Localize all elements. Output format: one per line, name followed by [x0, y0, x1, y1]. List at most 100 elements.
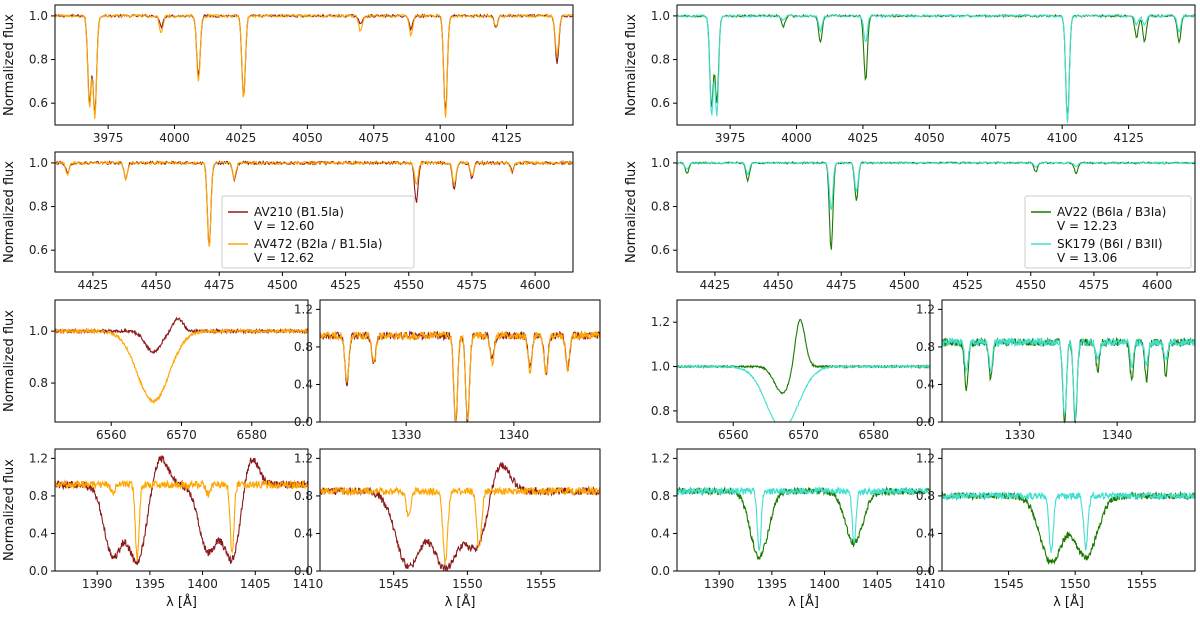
spectrum-av210-L3a: [54, 316, 309, 354]
axes-frame-L3a: [54, 299, 309, 423]
x-tick-label-L3a: 6570: [166, 428, 197, 442]
x-tick-label-L1: 4000: [159, 131, 190, 145]
x-tick-label-L4b: 1545: [378, 577, 409, 591]
y-tick-label-L2: 0.8: [29, 200, 48, 214]
y-tick-label-L3b: 0.0: [294, 415, 313, 429]
x-tick-label-L3a: 6580: [237, 428, 268, 442]
x-tick-label-R3b: 1340: [1102, 428, 1133, 442]
panel-L3b: 1330 1340 0.0 0.4 0.8 1.2: [294, 299, 601, 442]
x-tick-label-L4a: 1390: [82, 577, 113, 591]
x-tick-label-R1: 4075: [980, 131, 1011, 145]
x-tick-label-R2: 4575: [1079, 278, 1110, 292]
y-tick-label-L1: 0.8: [29, 53, 48, 67]
y-tick-label-R1: 1.0: [651, 9, 670, 23]
panel-L4b: 1545 1550 1555 0.0 0.4 0.8 1.2 λ [Å]: [294, 448, 601, 610]
y-axis-label-L4a: Normalized flux: [2, 459, 17, 561]
panel-L3a: 6560 6570 6580 0.8 1.0 Normalized flux: [2, 299, 309, 442]
x-axis-label-L4a: λ [Å]: [166, 594, 197, 610]
y-tick-label-L4b: 1.2: [294, 451, 313, 465]
y-axis-label-R2: Normalized flux: [624, 161, 639, 263]
x-tick-label-R3b: 1330: [1005, 428, 1036, 442]
axes-frame-L4b: [319, 448, 601, 572]
y-tick-label-R4a: 1.2: [651, 451, 670, 465]
y-tick-label-L3a: 0.8: [29, 376, 48, 390]
panel-L4a: 1390 1395 1400 1405 14100.00.40.81.2Normaliz…: [2, 448, 323, 610]
x-tick-label-R1: 4125: [1113, 131, 1144, 145]
y-tick-label-R2: 0.8: [651, 200, 670, 214]
x-tick-label-L4a: 1405: [240, 577, 271, 591]
x-tick-label-R3a: 6570: [788, 428, 819, 442]
y-tick-label-L3b: 1.2: [294, 302, 313, 316]
panel-R4b: 1545 1550 1555 0.0 0.4 0.8 1.2 λ [Å]: [916, 448, 1196, 610]
legend-right-box: [1024, 195, 1192, 269]
spectrum-sk179-R1: [676, 13, 1196, 123]
y-tick-label-L4b: 0.8: [294, 489, 313, 503]
x-tick-label-L2: 4425: [78, 278, 109, 292]
x-tick-label-L2: 4525: [330, 278, 361, 292]
x-tick-label-L4b: 1550: [452, 577, 483, 591]
x-tick-label-L1: 4025: [226, 131, 257, 145]
legend-mag-sk179: V = 13.06: [1057, 251, 1117, 265]
y-tick-label-R3b: 1.2: [916, 302, 935, 316]
y-tick-label-L2: 1.0: [29, 156, 48, 170]
x-tick-label-R2: 4500: [889, 278, 920, 292]
panel-R3b: 1330 1340 0.0 0.4 0.8 1.2: [916, 299, 1196, 442]
axes-frame-R4b: [941, 448, 1196, 572]
spectrum-sk179-R3a: [676, 364, 931, 423]
x-tick-label-L3a: 6560: [96, 428, 127, 442]
x-tick-label-L2: 4450: [141, 278, 172, 292]
y-tick-label-L4a: 0.4: [29, 526, 48, 540]
x-tick-label-L3b: 1340: [499, 428, 530, 442]
y-tick-label-R3b: 0.8: [916, 340, 935, 354]
y-tick-label-R4b: 0.4: [916, 526, 935, 540]
x-tick-label-L1: 4075: [358, 131, 389, 145]
x-tick-label-R2: 4450: [763, 278, 794, 292]
spectrum-av472-L3a: [54, 327, 309, 405]
axes-frame-R1: [676, 4, 1196, 126]
y-tick-label-R4b: 0.8: [916, 489, 935, 503]
y-axis-label-L2: Normalized flux: [2, 161, 17, 263]
x-tick-label-L4a: 1395: [135, 577, 166, 591]
spectrum-av472-L4a: [54, 478, 309, 561]
x-tick-label-L2: 4500: [267, 278, 298, 292]
y-axis-label-L3a: Normalized flux: [2, 310, 17, 412]
y-tick-label-R3b: 0.0: [916, 415, 935, 429]
x-tick-label-L1: 4050: [292, 131, 323, 145]
x-tick-label-L4a: 1400: [187, 577, 218, 591]
x-tick-label-R4a: 1400: [809, 577, 840, 591]
legend-label-sk179: SK179 (B6I / B3II): [1057, 237, 1163, 251]
legend-right: AV22 (B6Ia / B3Ia) V = 12.23 SK179 (B6I …: [1024, 195, 1192, 269]
x-tick-label-R2: 4600: [1142, 278, 1173, 292]
legend-label-av472: AV472 (B2Ia / B1.5Ia): [254, 237, 382, 251]
spectrum-sk179-R4b: [941, 490, 1196, 553]
legend-left: AV210 (B1.5Ia) V = 12.60 AV472 (B2Ia / B…: [221, 195, 415, 269]
y-tick-label-R3a: 1.0: [651, 360, 670, 374]
y-tick-label-R3a: 1.2: [651, 315, 670, 329]
x-tick-label-L1: 4100: [425, 131, 456, 145]
y-tick-label-R4b: 0.0: [916, 564, 935, 578]
spectrum-av210-L1: [54, 13, 574, 115]
legend-mag-av22: V = 12.23: [1057, 219, 1117, 233]
spectrum-av22-R4b: [941, 490, 1196, 565]
x-tick-label-R3a: 6580: [859, 428, 890, 442]
legend-left-box: [221, 195, 415, 269]
panel-L1: 3975 4000 4025 4050 4075 4100 4125 0.6 0.8 1.0 Nor…: [2, 4, 574, 145]
x-tick-label-R4b: 1550: [1060, 577, 1091, 591]
axes-frame-L4a: [54, 448, 309, 572]
axes-frame-L3b: [319, 299, 601, 423]
y-tick-label-R3b: 0.4: [916, 377, 935, 391]
x-tick-label-R2: 4525: [952, 278, 983, 292]
x-axis-label-R4a: λ [Å]: [788, 594, 819, 610]
y-tick-label-L4a: 0.8: [29, 489, 48, 503]
y-axis-label-L1: Normalized flux: [2, 14, 17, 116]
y-tick-label-R3a: 0.8: [651, 404, 670, 418]
spectrum-av22-R1: [676, 13, 1196, 121]
x-tick-label-L2: 4575: [457, 278, 488, 292]
x-tick-label-R4a: 1390: [704, 577, 735, 591]
y-tick-label-L2: 0.6: [29, 243, 48, 257]
spectrum-sk179-R4a: [676, 486, 931, 551]
x-tick-label-L4b: 1555: [526, 577, 557, 591]
spectrum-av22-R4a: [676, 486, 931, 560]
panel-R3a: 6560 6570 6580 0.8 1.0 1.2: [651, 299, 931, 442]
